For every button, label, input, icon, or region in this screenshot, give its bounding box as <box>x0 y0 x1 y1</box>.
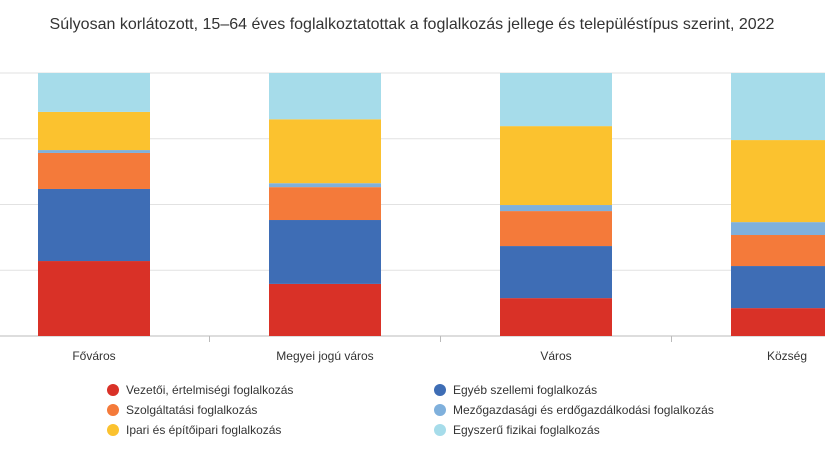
x-tick-label: Főváros <box>72 349 115 363</box>
bar-segment <box>731 140 825 223</box>
bar-segment <box>38 188 150 262</box>
bar-segment <box>38 261 150 336</box>
bar-segment <box>269 187 381 221</box>
legend-marker <box>434 424 446 436</box>
bar-segment <box>269 283 381 336</box>
legend-marker <box>107 404 119 416</box>
bar-segment <box>731 222 825 236</box>
bar-segment <box>38 150 150 153</box>
bar-segment <box>731 73 825 141</box>
x-tick-label: Megyei jogú város <box>276 349 373 363</box>
legend-marker <box>434 404 446 416</box>
bar-segment <box>269 119 381 184</box>
bar-segment <box>269 220 381 284</box>
legend-label: Ipari és építőipari foglalkozás <box>126 423 281 437</box>
legend-label: Egyéb szellemi foglalkozás <box>453 383 597 397</box>
bar-segment <box>500 211 612 247</box>
bar-segment <box>731 235 825 267</box>
bar-segment <box>500 246 612 299</box>
x-tick-label: Község <box>767 349 807 363</box>
bar-segment <box>500 126 612 206</box>
bar-segment <box>38 73 150 112</box>
bar-segment <box>500 298 612 336</box>
bar-segment <box>500 73 612 127</box>
legend-label: Egyszerű fizikai foglalkozás <box>453 423 600 437</box>
legend-label: Vezetői, értelmiségi foglalkozás <box>126 383 293 397</box>
legend-label: Mezőgazdasági és erdőgazdálkodási foglal… <box>453 403 714 417</box>
legend-marker <box>434 384 446 396</box>
bar-segment <box>38 111 150 151</box>
bar-segment <box>269 73 381 120</box>
bar-segment <box>731 266 825 309</box>
bar-segment <box>38 152 150 189</box>
chart-title: Súlyosan korlátozott, 15–64 éves foglalk… <box>50 16 775 33</box>
legend-label: Szolgáltatási foglalkozás <box>126 403 257 417</box>
bar-segment <box>269 183 381 188</box>
bar-segment <box>500 205 612 212</box>
x-tick-label: Város <box>540 349 571 363</box>
legend-marker <box>107 424 119 436</box>
bar-segment <box>731 308 825 336</box>
legend-marker <box>107 384 119 396</box>
